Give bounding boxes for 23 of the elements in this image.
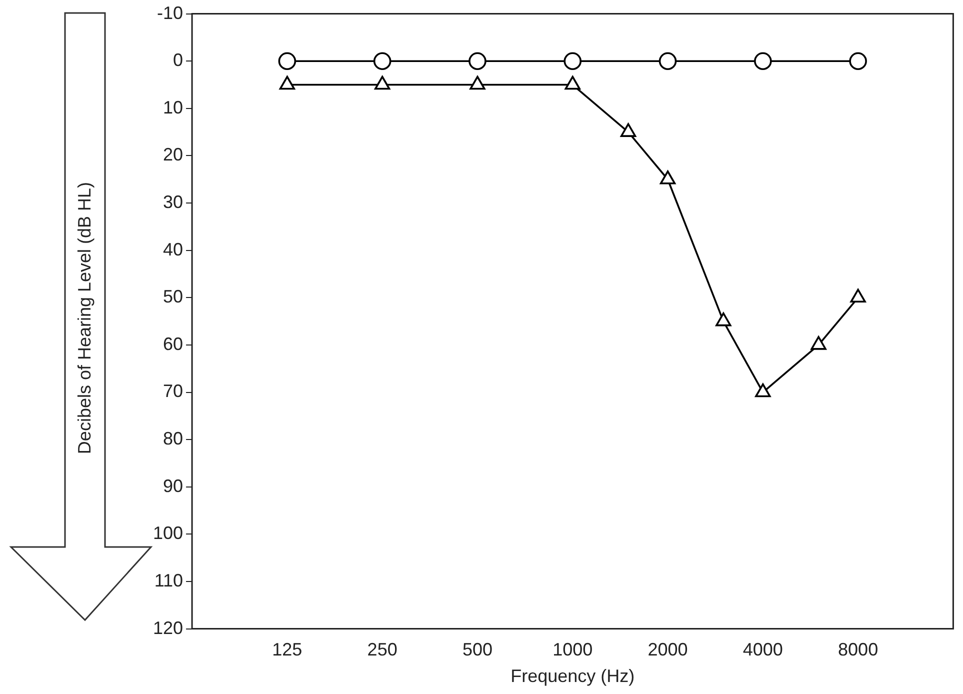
y-tick-label: 60	[163, 334, 184, 354]
x-tick-label: 4000	[742, 640, 783, 660]
y-tick-label: 0	[173, 50, 184, 70]
y-tick-label: 90	[163, 476, 184, 496]
y-tick-label: 70	[163, 381, 184, 402]
x-tick-label: 1000	[552, 640, 593, 660]
x-tick-label: 125	[272, 640, 302, 660]
y-tick-label: 80	[163, 428, 184, 449]
y-tick-label: 40	[163, 239, 184, 260]
y-tick-label: 100	[152, 523, 184, 544]
x-tick-label: 250	[367, 640, 398, 660]
y-tick-label: 10	[163, 97, 184, 118]
y-tick-label: 20	[163, 144, 184, 165]
y-tick-label: 50	[163, 286, 184, 307]
x-tick-label: 2000	[648, 640, 688, 660]
x-tick-label: 8000	[838, 640, 878, 660]
y-tick-label: -10	[157, 2, 184, 23]
y-tick-label: 120	[152, 618, 184, 638]
y-axis-title: Decibels of Hearing Level (dB HL)	[74, 182, 96, 454]
y-tick-label: 30	[163, 192, 184, 212]
y-tick-label: 110	[154, 570, 184, 590]
x-axis-title: Frequency (Hz)	[510, 666, 635, 686]
x-tick-label: 500	[462, 640, 492, 660]
